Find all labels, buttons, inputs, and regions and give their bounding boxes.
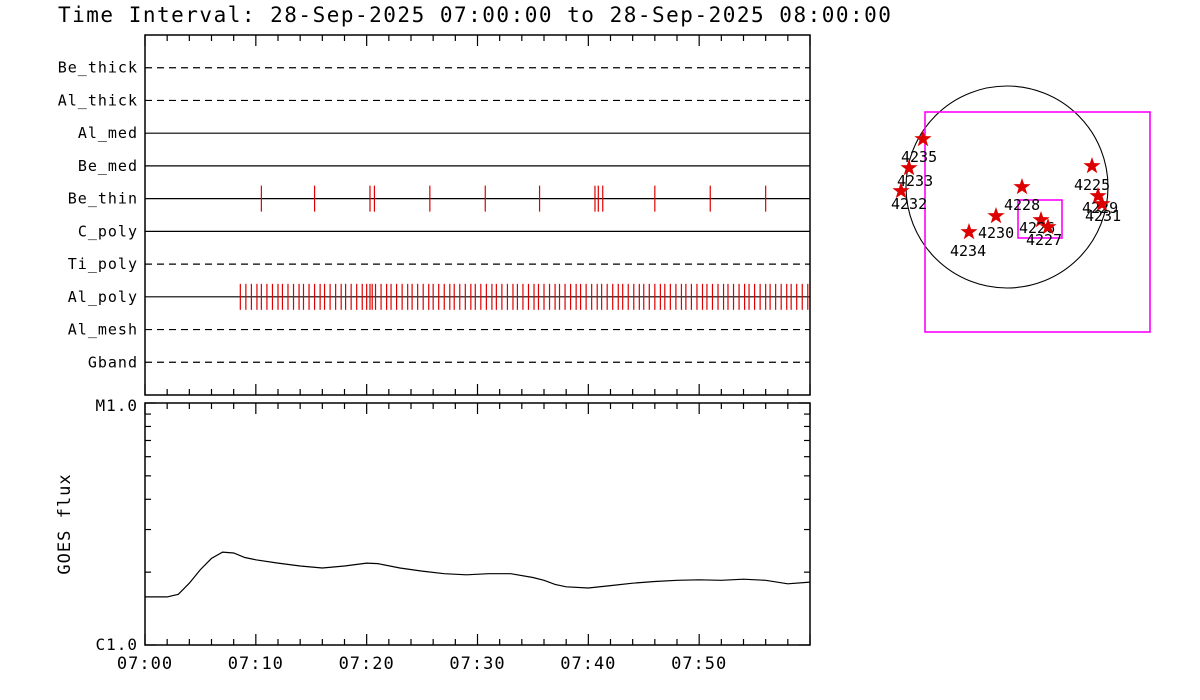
filter-row-label: Ti_poly [68, 255, 138, 273]
solar-disk-panel: 4235423342324228423042264227423442254229… [891, 85, 1151, 333]
solar-limb-circle [905, 85, 1109, 289]
active-region-label: 4232 [891, 195, 927, 213]
goes-panel-frame [144, 402, 811, 646]
active-region-label: 4227 [1026, 231, 1062, 249]
active-region-star [900, 159, 918, 176]
filter-row-label: Be_thin [68, 190, 138, 208]
goes-flux-panel: M1.0 C1.007:00 07:10 07:20 07:30 07:40 07:50 GO… [55, 396, 811, 674]
active-region-label: 4228 [1004, 196, 1040, 214]
filter-timeline-panel: Be_thick Al_thick Al_med Be_med Be_thin C_pol… [58, 34, 811, 396]
active-region-star [1013, 178, 1031, 195]
goes-flux-curve [145, 551, 811, 598]
active-region-star [987, 207, 1005, 224]
filter-row-label: C_poly [78, 222, 138, 240]
filter-row-label: Al_med [78, 124, 138, 142]
filter-row-label: Al_thick [58, 91, 138, 109]
fov-box-small [1017, 199, 1063, 239]
y-axis-tick-label: M1.0 [95, 396, 138, 415]
active-region-label: 4230 [978, 224, 1014, 242]
x-axis-tick-label: 07:20 [339, 654, 395, 674]
active-region-star [1039, 218, 1057, 235]
y-axis-tick-label: C1.0 [95, 635, 138, 654]
filter-row-label: Be_med [78, 157, 138, 175]
active-region-star [1032, 211, 1050, 228]
page-title: Time Interval: 28-Sep-2025 07:00:00 to 2… [58, 3, 893, 27]
filter-panel-frame [144, 34, 811, 396]
filter-row-label: Al_mesh [68, 321, 138, 339]
active-region-star [914, 130, 932, 147]
x-axis-tick-label: 07:10 [228, 654, 284, 674]
x-axis-tick-label: 07:40 [560, 654, 616, 674]
active-region-label: 4231 [1085, 207, 1121, 225]
fov-box-large [924, 111, 1151, 333]
active-region-star [960, 223, 978, 240]
filter-row-label: Gband [88, 353, 138, 371]
x-axis-tick-label: 07:00 [117, 654, 173, 674]
active-region-star [1089, 187, 1107, 204]
active-region-star [1083, 157, 1101, 174]
active-region-label: 4234 [950, 242, 986, 260]
x-axis-tick-label: 07:50 [671, 654, 727, 674]
filter-row-label: Al_poly [68, 288, 138, 306]
x-axis-tick-label: 07:30 [449, 654, 505, 674]
filter-row-label: Be_thick [58, 59, 138, 77]
active-region-star [892, 182, 910, 199]
y-axis-title: GOES flux [55, 473, 75, 574]
active-region-label: 4225 [1074, 176, 1110, 194]
active-region-label: 4226 [1019, 219, 1055, 237]
active-region-star [1093, 195, 1111, 212]
active-region-label: 4235 [901, 148, 937, 166]
active-region-label: 4233 [897, 172, 933, 190]
